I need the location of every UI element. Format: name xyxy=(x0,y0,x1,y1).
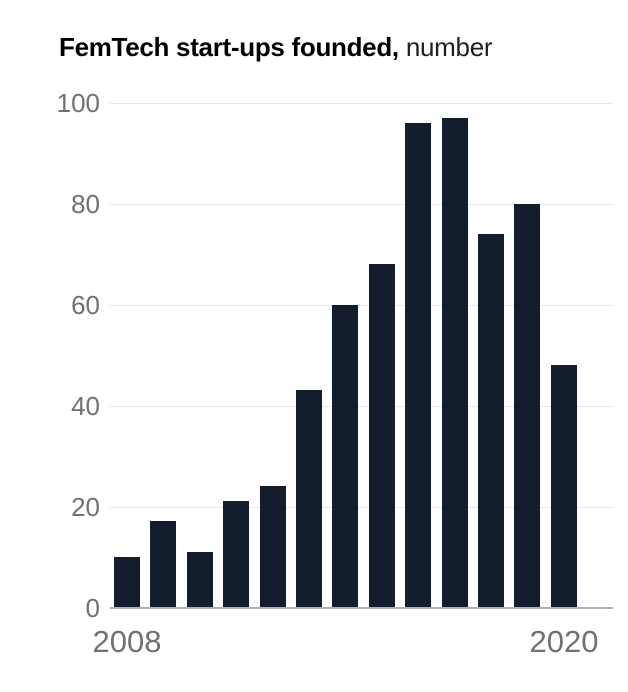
chart-title: FemTech start-ups founded, number xyxy=(59,32,493,63)
bar-2012 xyxy=(259,486,286,607)
plot-area: 2008 2020 xyxy=(93,103,613,657)
x-tick-2008: 2008 xyxy=(92,624,162,659)
bar-2014 xyxy=(332,304,359,607)
y-tick-60: 60 xyxy=(71,290,100,320)
y-tick-100: 100 xyxy=(56,88,100,118)
bar-2010 xyxy=(186,551,213,607)
y-tick-80: 80 xyxy=(71,189,100,219)
bar-2009 xyxy=(150,521,177,607)
chart-title-main: FemTech start-ups founded, xyxy=(59,32,399,62)
gridline-40 xyxy=(110,406,613,407)
x-tick-2020: 2020 xyxy=(529,624,599,659)
bar-2015 xyxy=(368,264,395,607)
bar-2008 xyxy=(114,556,140,607)
bars xyxy=(114,103,577,607)
gridline-100 xyxy=(110,103,613,104)
y-tick-0: 0 xyxy=(85,593,100,623)
bar-2018 xyxy=(478,234,505,607)
bar-2016 xyxy=(405,123,432,607)
y-axis-labels: 100 80 60 40 20 0 xyxy=(0,90,100,621)
bar-2020 xyxy=(550,365,577,607)
x-axis-line xyxy=(110,607,613,609)
bar-2019 xyxy=(514,203,541,607)
chart-title-unit: number xyxy=(405,32,493,62)
bar-2011 xyxy=(223,501,250,607)
bar-2017 xyxy=(441,118,468,607)
y-tick-20: 20 xyxy=(71,492,100,522)
y-tick-40: 40 xyxy=(71,391,100,421)
gridline-20 xyxy=(110,507,613,508)
bar-2013 xyxy=(296,390,323,607)
gridline-80 xyxy=(110,204,613,205)
gridline-60 xyxy=(110,305,613,306)
